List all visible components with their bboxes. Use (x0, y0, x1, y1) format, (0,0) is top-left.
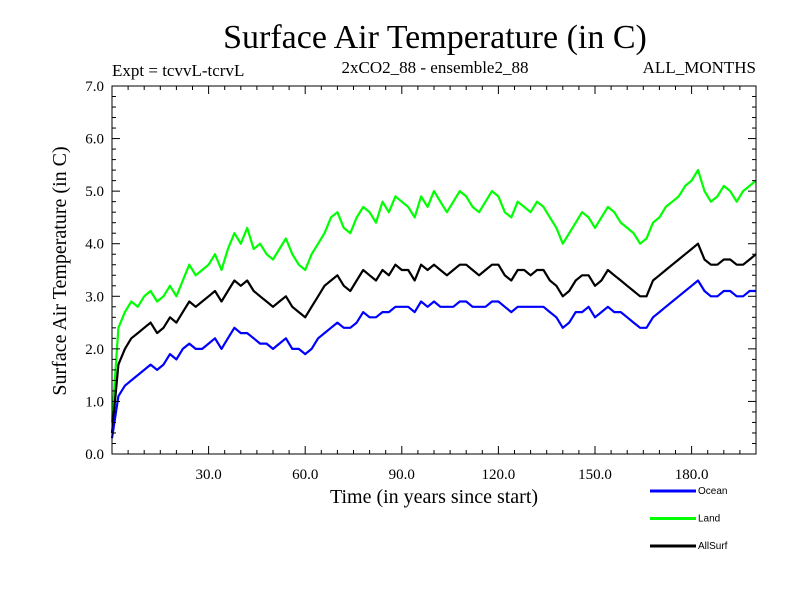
x-tick-label: 90.0 (389, 467, 415, 483)
y-tick-label: 6.0 (85, 132, 104, 148)
x-tick-label: 60.0 (292, 467, 318, 483)
chart-title: Surface Air Temperature (in C) (223, 19, 647, 56)
y-tick-label: 0.0 (85, 447, 104, 463)
y-axis-label: Surface Air Temperature (in C) (49, 146, 71, 395)
x-tick-label: 30.0 (195, 467, 221, 483)
x-axis-label: Time (in years since start) (330, 486, 538, 508)
y-tick-label: 1.0 (85, 394, 104, 410)
series-line-ocean (110, 279, 756, 439)
plot-series (110, 169, 757, 439)
x-tick-label: 180.0 (675, 467, 709, 483)
series-line-land (110, 169, 757, 423)
chart-legend: Ocean Land AllSurf (650, 486, 728, 552)
ensemble-label: 2xCO2_88 - ensemble2_88 (342, 58, 529, 77)
legend-label-land: Land (698, 514, 720, 525)
plot-frame (111, 85, 757, 455)
months-label: ALL_MONTHS (643, 58, 756, 77)
legend-label-allsurf: AllSurf (698, 541, 728, 552)
y-tick-label: 5.0 (85, 184, 104, 200)
y-tick-label: 3.0 (85, 289, 104, 305)
plot-axes: 30.0 60.0 90.0 120.0 150.0 180.0 0.0 1.0 2.0 3.0 4… (85, 79, 757, 483)
y-tick-label: 2.0 (85, 342, 104, 358)
y-tick-label: 4.0 (85, 237, 104, 253)
legend-label-ocean: Ocean (698, 486, 727, 497)
x-tick-label: 150.0 (578, 467, 612, 483)
experiment-label: Expt = tcvvL-tcrvL (112, 61, 244, 80)
series-line-allsurf (110, 242, 757, 434)
y-tick-label: 7.0 (85, 79, 104, 95)
x-tick-label: 120.0 (482, 467, 516, 483)
